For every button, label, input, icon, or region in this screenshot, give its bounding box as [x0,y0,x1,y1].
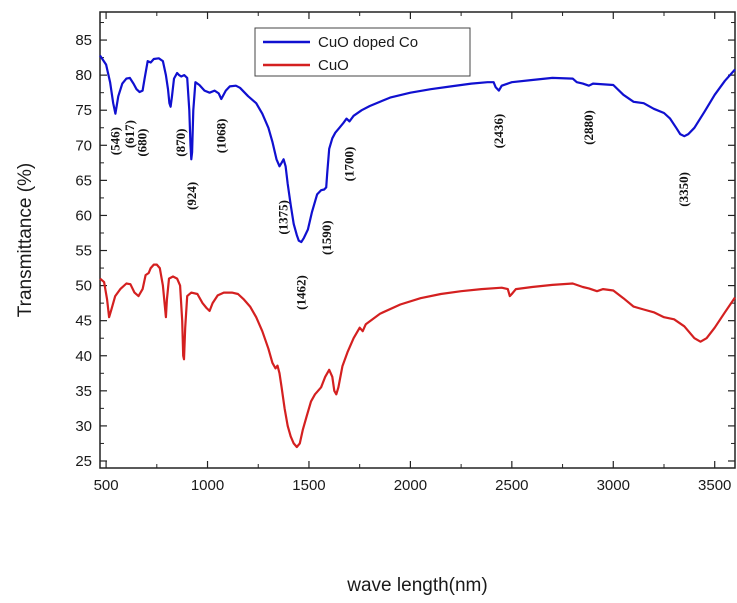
peak-label: (2436) [491,114,506,149]
legend-box [254,27,471,77]
legend-label: CuO doped Co [318,34,418,51]
x-tick-label: 3000 [597,477,630,494]
peak-label: (617) [122,120,137,148]
x-tick-label: 2000 [394,477,427,494]
series-line [99,54,736,244]
peak-label: (1700) [341,147,356,182]
plot-frame [99,11,736,469]
x-axis-title: wave length(nm) [346,575,487,596]
series-layer [99,54,736,449]
y-tick-label: 80 [75,67,92,84]
y-tick-label: 45 [75,313,92,330]
peak-label: (1462) [293,275,308,310]
x-tick-label: 1500 [292,477,325,494]
y-tick-label: 50 [75,278,92,295]
y-tick-label: 30 [75,418,92,435]
peak-label: (680) [135,128,150,156]
x-tick-label: 1000 [191,477,224,494]
series-line [99,263,736,449]
peak-label: (870) [173,129,188,157]
peak-label: (546) [107,127,122,155]
y-tick-label: 70 [75,137,92,154]
y-tick-label: 55 [75,243,92,260]
legend: CuO doped Co CuO [254,27,471,77]
y-tick-label: 25 [75,453,92,470]
axes: 500 1000 1500 2000 2500 3000 3500 25 30 35 40 45 50 5… [75,11,736,494]
y-tick-label: 85 [75,32,92,49]
peak-label: (924) [184,182,199,210]
x-tick-label: 500 [94,477,119,494]
y-tick-label: 35 [75,383,92,400]
x-tick-label: 3500 [698,477,731,494]
y-axis-title: Transmittance (%) [15,163,36,318]
y-tick-label: 65 [75,172,92,189]
x-tick-label: 2500 [495,477,528,494]
y-tick-label: 60 [75,207,92,224]
peak-label: (2880) [581,110,596,145]
peak-label: (1068) [213,119,228,154]
peak-label: (1590) [319,220,334,255]
legend-label: CuO [318,57,349,74]
y-tick-label: 75 [75,102,92,119]
peak-annotations: (546) (617)(680) (870) (924) (1068) (1375) (14… [107,110,691,310]
peak-label: (1375) [276,200,291,235]
y-tick-label: 40 [75,348,92,365]
peak-label: (3350) [676,172,691,207]
